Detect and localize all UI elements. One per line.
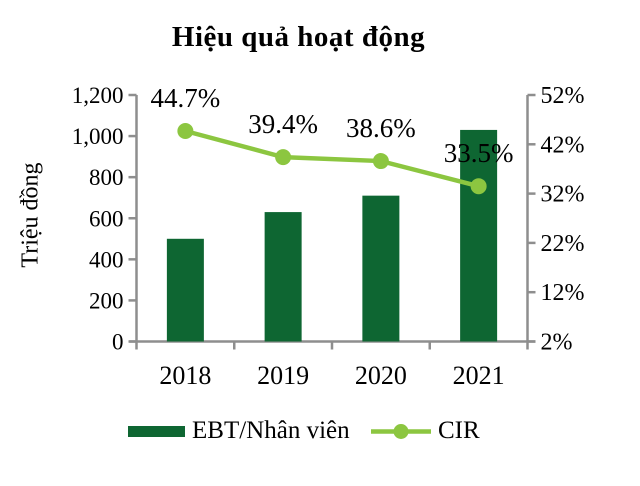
right-axis-tick-label: 42% [541, 132, 585, 158]
legend-line-marker-icon [393, 424, 409, 439]
left-axis-tick-label: 800 [89, 165, 124, 190]
left-axis-tick-label: 200 [89, 288, 124, 313]
cir-data-label: 38.6% [346, 113, 416, 143]
cir-marker-2020 [372, 153, 389, 170]
legend-line-label: CIR [438, 417, 480, 444]
right-axis-tick-label: 32% [541, 182, 585, 208]
x-axis-category-label: 2020 [355, 361, 407, 390]
left-axis-tick-label: 0 [112, 330, 124, 355]
legend-bar-label: EBT/Nhân viên [192, 417, 350, 444]
x-axis-category-label: 2018 [159, 361, 211, 390]
left-axis-tick-label: 400 [89, 247, 124, 272]
chart-title: Hiệu quả hoạt động [171, 21, 426, 53]
legend-bar-swatch [128, 426, 185, 437]
bar-2021 [460, 129, 498, 342]
right-axis-tick-label: 2% [541, 330, 573, 356]
bar-2018 [166, 238, 204, 342]
cir-marker-2018 [177, 122, 194, 139]
x-axis-category-label: 2021 [453, 361, 505, 390]
legend-line-swatch [371, 424, 431, 439]
cir-data-label: 33.5% [444, 138, 514, 168]
left-axis-tick-label: 600 [89, 206, 124, 231]
cir-line [184, 128, 480, 189]
bar-2019 [264, 212, 302, 342]
left-axis-tick-label: 1,200 [72, 83, 124, 108]
cir-data-label: 44.7% [151, 83, 221, 113]
left-axis-tick-label: 1,000 [72, 124, 124, 149]
bar-2020 [362, 195, 400, 342]
x-axis-category-label: 2019 [257, 361, 309, 390]
right-axis-tick-label: 12% [541, 280, 585, 306]
cir-marker-2021 [470, 178, 487, 195]
right-axis-tick-label: 52% [541, 83, 585, 109]
cir-marker-2019 [275, 149, 292, 166]
right-axis-tick-label: 22% [541, 231, 585, 257]
cir-data-label: 39.4% [248, 109, 318, 139]
